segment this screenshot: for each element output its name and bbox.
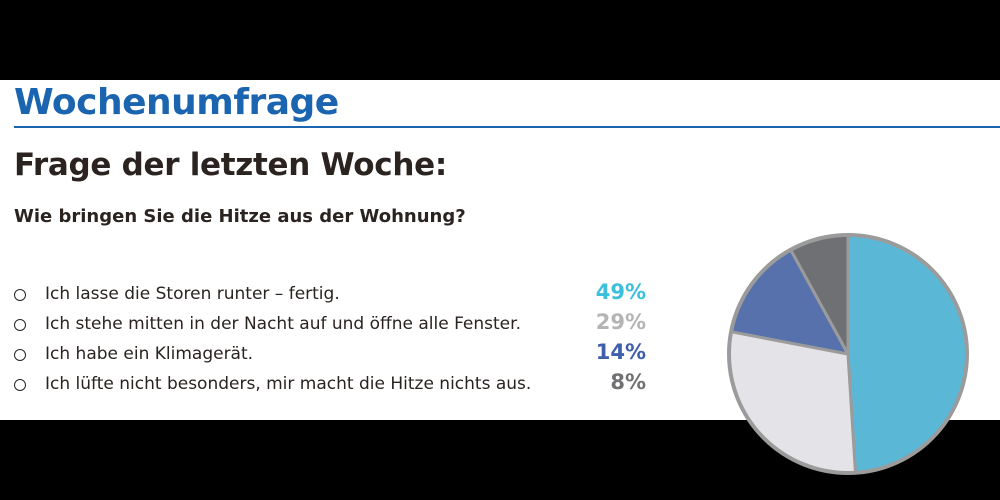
answer-percentage: 49% bbox=[595, 280, 646, 304]
pie-outline bbox=[727, 233, 969, 475]
section-title: Wochenumfrage bbox=[14, 82, 339, 123]
answer-label: Ich lasse die Storen runter – fertig. bbox=[45, 284, 340, 304]
question-heading: Frage der letzten Woche: bbox=[14, 147, 447, 183]
answer-list: Ich lasse die Storen runter – fertig. 49… bbox=[14, 280, 654, 400]
radio-circle-icon bbox=[14, 289, 26, 301]
answer-percentage: 29% bbox=[595, 310, 646, 334]
answer-percentage: 8% bbox=[610, 370, 646, 394]
answer-row-fenster: Ich stehe mitten in der Nacht auf und öf… bbox=[14, 310, 654, 340]
radio-circle-icon bbox=[14, 349, 26, 361]
answer-percentage: 14% bbox=[595, 340, 646, 364]
radio-circle-icon bbox=[14, 379, 26, 391]
answer-label: Ich lüfte nicht besonders, mir macht die… bbox=[45, 374, 532, 394]
answer-label: Ich habe ein Klimagerät. bbox=[45, 344, 254, 364]
pie-slice-storen bbox=[846, 233, 969, 475]
answer-row-klimageraet: Ich habe ein Klimagerät. 14% bbox=[14, 340, 654, 370]
poll-panel: Wochenumfrage Frage der letzten Woche: W… bbox=[0, 80, 1000, 475]
title-divider bbox=[14, 126, 1000, 128]
answer-label: Ich stehe mitten in der Nacht auf und öf… bbox=[45, 314, 521, 334]
answer-row-storen: Ich lasse die Storen runter – fertig. 49… bbox=[14, 280, 654, 310]
radio-circle-icon bbox=[14, 319, 26, 331]
answer-row-nichts: Ich lüfte nicht besonders, mir macht die… bbox=[14, 370, 654, 400]
question-text: Wie bringen Sie die Hitze aus der Wohnun… bbox=[14, 206, 466, 227]
pie-chart bbox=[727, 233, 969, 475]
